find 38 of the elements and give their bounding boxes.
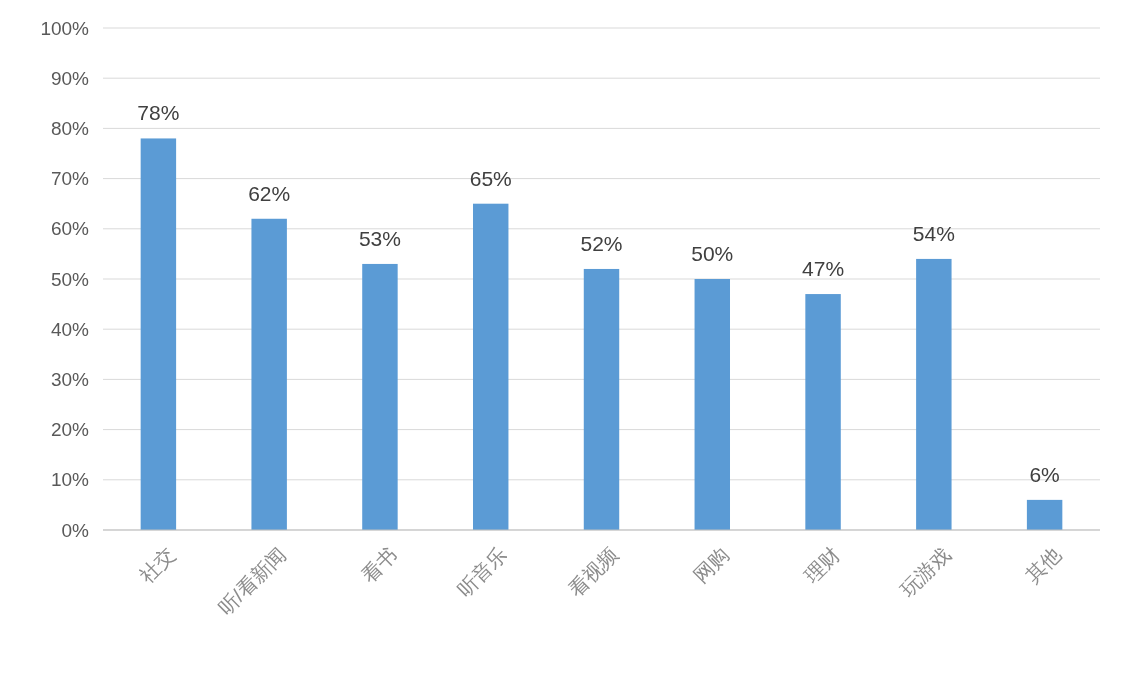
y-tick-label: 10% xyxy=(50,469,90,491)
bar xyxy=(1026,499,1063,530)
bar xyxy=(916,258,952,530)
data-label: 47% xyxy=(802,257,845,281)
x-tick-label: 社交 xyxy=(135,543,180,588)
data-label: 52% xyxy=(580,231,623,255)
x-tick-label: 看书 xyxy=(356,543,401,588)
x-tick-label: 其他 xyxy=(1021,543,1066,588)
y-tick-label: 70% xyxy=(50,168,90,190)
data-label: 62% xyxy=(248,181,291,205)
data-label: 54% xyxy=(912,221,955,245)
bar xyxy=(805,294,841,530)
data-label: 50% xyxy=(691,242,734,265)
y-tick-label: 80% xyxy=(50,118,90,140)
y-tick-label: 60% xyxy=(50,218,90,240)
y-tick-label: 40% xyxy=(50,318,90,340)
y-tick-label: 100% xyxy=(40,17,90,39)
bar xyxy=(140,138,177,530)
y-tick-label: 50% xyxy=(50,268,90,290)
x-tick-label: 网购 xyxy=(689,543,734,588)
bar xyxy=(583,268,620,530)
bar xyxy=(362,263,398,530)
x-tick-label: 看视频 xyxy=(564,543,623,602)
data-label: 78% xyxy=(137,101,180,125)
y-tick-label: 30% xyxy=(50,369,90,391)
data-label: 6% xyxy=(1029,462,1060,486)
x-tick-label: 理财 xyxy=(799,543,844,588)
bar xyxy=(251,218,287,530)
x-tick-label: 玩游戏 xyxy=(896,543,955,602)
y-tick-label: 20% xyxy=(50,419,90,441)
y-tick-label: 90% xyxy=(50,67,90,89)
y-tick-label: 0% xyxy=(61,519,90,541)
bar xyxy=(694,279,730,530)
data-label: 65% xyxy=(469,166,512,190)
data-label: 53% xyxy=(358,226,401,250)
bar xyxy=(473,203,509,530)
x-tick-label: 听音乐 xyxy=(453,543,512,602)
x-tick-label: 听/看新闻 xyxy=(213,543,290,620)
